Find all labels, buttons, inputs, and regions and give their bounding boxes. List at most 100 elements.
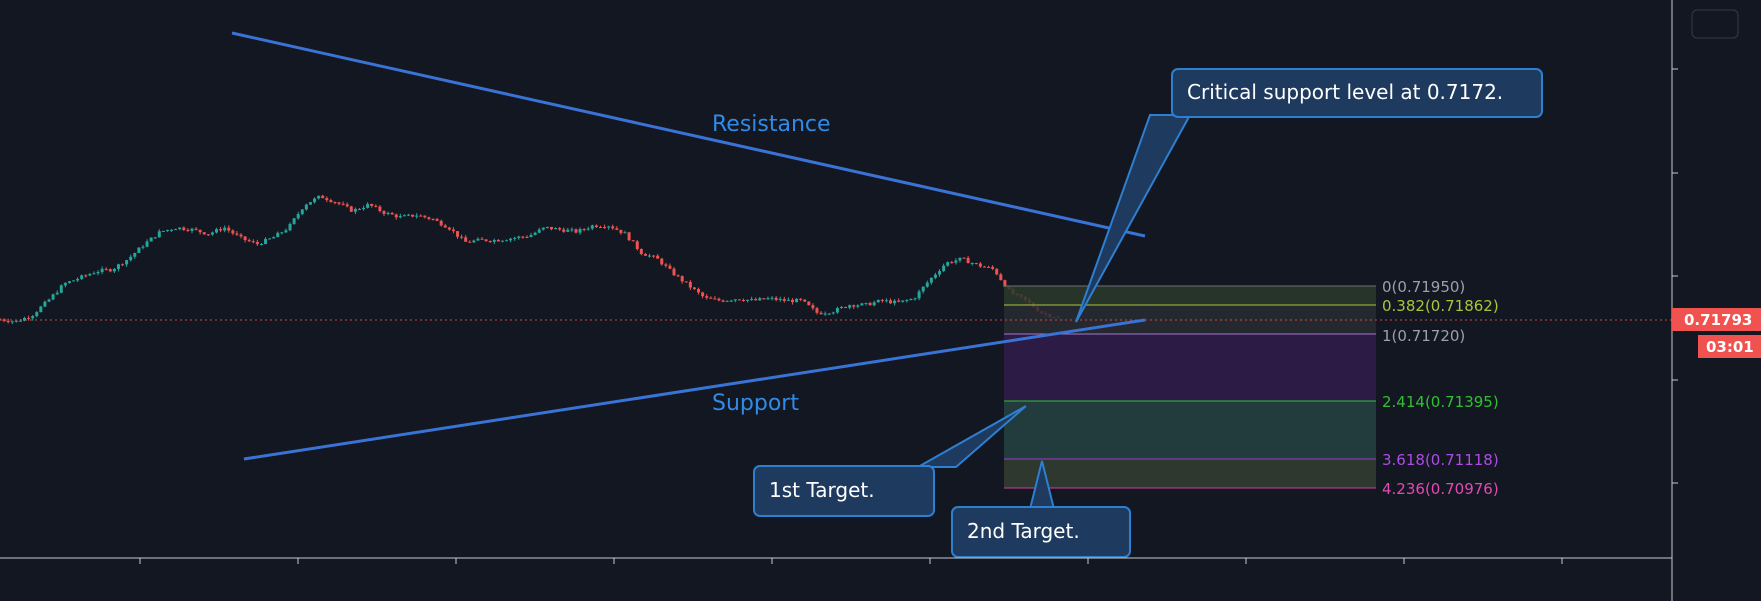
candle-body xyxy=(692,287,696,290)
candle-body xyxy=(598,227,602,229)
candle-body xyxy=(264,238,268,245)
candle-body xyxy=(325,198,329,201)
candle-body xyxy=(43,301,47,307)
candle-body xyxy=(545,226,549,228)
candle-body xyxy=(96,272,100,274)
candle-body xyxy=(366,203,370,208)
candle-body xyxy=(198,229,202,233)
candle-body xyxy=(688,281,692,288)
candle-body xyxy=(917,291,921,299)
callout-critical-box xyxy=(1171,68,1543,118)
candle-body xyxy=(337,202,341,204)
candle-body xyxy=(235,233,239,235)
candle-body xyxy=(59,285,63,293)
candle-body xyxy=(529,234,533,238)
candle-body xyxy=(186,230,190,232)
candle-body xyxy=(509,238,513,241)
candle-body xyxy=(443,225,447,228)
callout-second-text: 2nd Target. xyxy=(967,519,1080,543)
candle-body xyxy=(897,300,901,302)
candle-body xyxy=(133,253,137,257)
candle-body xyxy=(382,211,386,214)
candle-body xyxy=(746,299,750,301)
candle-body xyxy=(272,237,276,239)
candle-body xyxy=(141,246,145,248)
candle-body xyxy=(603,227,607,229)
candle-body xyxy=(982,266,986,268)
candle-body xyxy=(149,237,153,242)
fib-label-0382: 0.382(0.71862) xyxy=(1382,297,1499,315)
candle-body xyxy=(578,229,582,233)
candle-body xyxy=(774,297,778,300)
candle-body xyxy=(758,298,762,301)
resistance-trendline[interactable] xyxy=(231,31,1146,238)
candle-body xyxy=(656,255,660,259)
candle-body xyxy=(227,227,231,231)
candle-body xyxy=(823,313,827,315)
candle-body xyxy=(582,229,586,231)
fib-extension: 0(0.71950) 0.382(0.71862) 1(0.71720) 2.4… xyxy=(1004,278,1499,498)
candle-body xyxy=(872,302,876,306)
fib-zone-0-0382 xyxy=(1004,286,1376,305)
candle-body xyxy=(709,297,713,299)
candle-body xyxy=(737,299,741,301)
candle-body xyxy=(496,239,500,242)
time-axis-ticks xyxy=(139,558,1563,564)
settings-button[interactable] xyxy=(1691,9,1739,39)
candle-body xyxy=(239,234,243,237)
candle-body xyxy=(978,263,982,267)
callout-second-target[interactable]: 2nd Target. xyxy=(951,460,1131,558)
callout-first-text: 1st Target. xyxy=(769,478,875,502)
candle-body xyxy=(174,229,178,231)
candle-body xyxy=(231,230,235,234)
candle-body xyxy=(668,265,672,269)
candle-body xyxy=(18,320,22,322)
candle-body xyxy=(762,298,766,300)
candle-body xyxy=(194,228,198,230)
candle-body xyxy=(680,276,684,282)
candle-body xyxy=(304,204,308,210)
candle-body xyxy=(423,215,427,218)
candle-body xyxy=(558,228,562,230)
candle-body xyxy=(786,299,790,301)
candle-body xyxy=(590,225,594,229)
candle-body xyxy=(112,268,116,272)
candle-body xyxy=(623,232,627,234)
candle-body xyxy=(705,296,709,298)
candle-body xyxy=(456,231,460,237)
candle-body xyxy=(860,303,864,306)
candle-body xyxy=(345,204,349,207)
callout-first-target[interactable]: 1st Target. xyxy=(753,405,1027,517)
candle-body xyxy=(619,229,623,233)
candle-body xyxy=(991,266,995,269)
candle-body xyxy=(353,208,357,212)
callout-first-pointer xyxy=(914,405,1027,468)
candle-body xyxy=(938,271,942,275)
candle-body xyxy=(451,229,455,232)
candle-body xyxy=(790,299,794,303)
candle-body xyxy=(954,260,958,263)
candle-body xyxy=(292,218,296,224)
countdown-value: 03:01 xyxy=(1706,338,1754,356)
candle-body xyxy=(901,300,905,302)
candle-body xyxy=(962,257,966,259)
candle-body xyxy=(317,195,321,199)
candle-body xyxy=(570,229,574,231)
candle-body xyxy=(950,262,954,264)
candle-body xyxy=(586,228,590,230)
candle-body xyxy=(684,281,688,283)
candle-body xyxy=(505,240,509,242)
candle-body xyxy=(566,229,570,232)
candle-body xyxy=(55,292,59,295)
fib-label-3618: 3.618(0.71118) xyxy=(1382,451,1499,469)
candle-body xyxy=(182,227,186,231)
candle-body xyxy=(100,268,104,273)
candle-body xyxy=(386,212,390,214)
candle-body xyxy=(815,308,819,313)
candle-body xyxy=(835,308,839,313)
candle-body xyxy=(108,269,112,272)
candle-body xyxy=(362,207,366,210)
support-trendline[interactable] xyxy=(243,318,1146,461)
callout-critical-support[interactable]: Critical support level at 0.7172. xyxy=(1075,68,1543,323)
